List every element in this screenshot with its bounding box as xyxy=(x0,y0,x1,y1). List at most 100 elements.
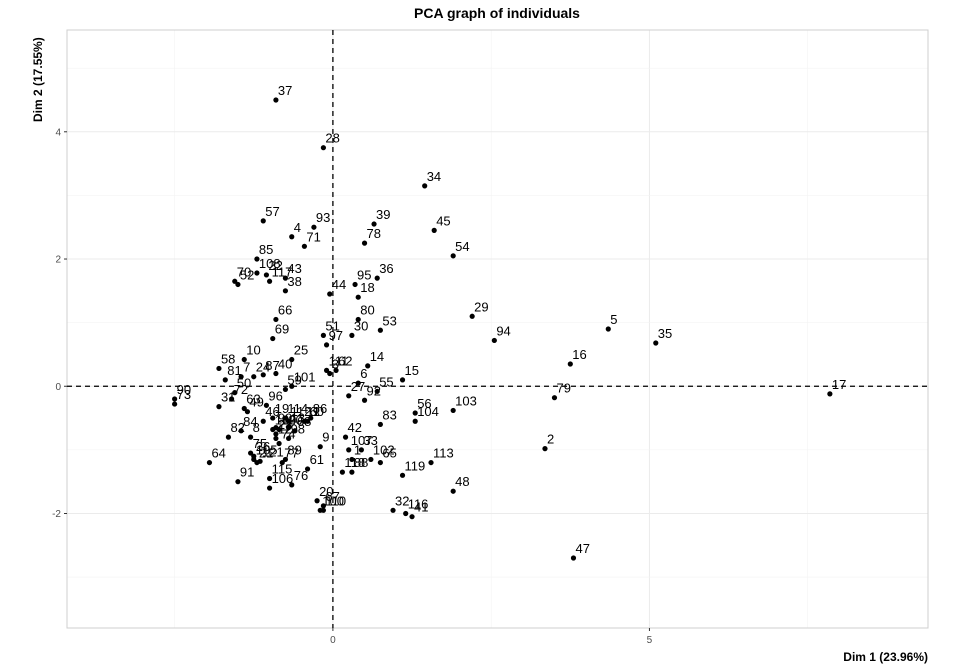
point-label-50: 50 xyxy=(237,376,251,391)
grid-lines xyxy=(67,30,928,628)
data-point-51 xyxy=(320,332,327,338)
data-point-78 xyxy=(361,240,368,246)
point-label-41: 41 xyxy=(414,500,428,515)
point-label-38: 38 xyxy=(287,274,301,289)
point-label-113: 113 xyxy=(433,446,454,461)
point-label-90: 90 xyxy=(177,382,191,397)
data-point-92 xyxy=(361,397,368,403)
data-points xyxy=(172,97,833,561)
data-point-28 xyxy=(320,145,327,151)
point-label-76: 76 xyxy=(294,468,308,483)
data-point-40 xyxy=(273,370,279,377)
data-point-112 xyxy=(285,418,292,424)
point-label-30: 30 xyxy=(354,318,368,333)
point-label-111: 111 xyxy=(329,353,349,368)
y-tick-label: 2 xyxy=(55,255,61,266)
data-point-113 xyxy=(428,459,434,466)
data-point-41 xyxy=(409,514,415,520)
point-label-77: 77 xyxy=(284,446,298,461)
point-label-114: 114 xyxy=(287,401,308,416)
data-point-104 xyxy=(412,418,418,424)
y-tick-label: 4 xyxy=(55,127,61,138)
point-label-27: 27 xyxy=(351,379,365,394)
point-label-46: 46 xyxy=(265,404,279,419)
point-label-118: 118 xyxy=(344,455,365,470)
data-point-34 xyxy=(422,183,428,189)
point-label-85: 85 xyxy=(259,242,273,257)
point-label-60: 60 xyxy=(310,404,324,419)
data-point-61 xyxy=(304,466,311,472)
point-label-59: 59 xyxy=(287,372,301,387)
data-point-77 xyxy=(279,459,285,466)
data-point-86 xyxy=(308,415,314,421)
point-label-57: 57 xyxy=(265,204,279,219)
point-label-18: 18 xyxy=(360,280,374,295)
data-point-63 xyxy=(241,405,247,412)
point-label-34: 34 xyxy=(427,169,441,184)
data-point-120 xyxy=(276,426,282,433)
point-label-44: 44 xyxy=(332,277,346,292)
data-point-75 xyxy=(247,450,254,456)
point-label-4: 4 xyxy=(294,220,301,235)
point-label-72: 72 xyxy=(234,382,248,397)
data-point-110 xyxy=(320,507,327,513)
point-label-115: 115 xyxy=(272,462,293,477)
point-label-92: 92 xyxy=(367,383,381,398)
data-point-72 xyxy=(229,396,235,402)
data-point-45 xyxy=(431,227,437,233)
data-point-12 xyxy=(273,435,279,442)
point-label-8: 8 xyxy=(253,420,260,435)
point-label-67: 67 xyxy=(325,489,339,504)
point-label-94: 94 xyxy=(496,323,510,338)
data-point-53 xyxy=(377,327,383,333)
point-label-100: 100 xyxy=(322,493,344,508)
data-point-102 xyxy=(368,456,374,463)
point-label-31: 31 xyxy=(221,390,235,405)
data-point-73 xyxy=(172,401,178,407)
data-point-65 xyxy=(377,459,383,466)
point-label-61: 61 xyxy=(310,452,324,467)
point-label-26: 26 xyxy=(256,439,270,454)
data-point-98 xyxy=(285,435,292,442)
point-label-22: 22 xyxy=(268,258,282,273)
data-point-67 xyxy=(320,503,327,509)
point-label-105: 105 xyxy=(256,442,278,457)
point-label-84: 84 xyxy=(243,414,257,429)
point-label-43: 43 xyxy=(287,261,301,276)
data-point-84 xyxy=(238,428,244,434)
point-label-53: 53 xyxy=(382,313,396,328)
data-point-96 xyxy=(263,402,270,408)
point-label-64: 64 xyxy=(211,446,225,461)
point-label-81: 81 xyxy=(227,363,241,378)
point-label-25: 25 xyxy=(294,343,308,358)
data-point-8 xyxy=(247,434,254,440)
point-label-71: 71 xyxy=(306,229,320,244)
point-label-19: 19 xyxy=(275,401,289,416)
data-point-14 xyxy=(365,363,371,369)
data-point-49 xyxy=(244,409,251,415)
data-point-42 xyxy=(342,434,349,440)
point-label-87: 87 xyxy=(265,358,279,373)
data-point-32 xyxy=(390,507,396,513)
data-point-109 xyxy=(270,426,276,433)
point-label-32: 32 xyxy=(395,493,409,508)
data-point-23 xyxy=(273,431,279,437)
data-point-43 xyxy=(282,275,289,281)
point-label-63: 63 xyxy=(246,392,260,407)
data-point-68 xyxy=(292,428,298,434)
x-tick-label: 5 xyxy=(647,635,653,646)
point-label-15: 15 xyxy=(405,363,419,378)
point-label-93: 93 xyxy=(316,210,330,225)
y-tick-label: 0 xyxy=(55,382,61,393)
data-point-9 xyxy=(317,444,323,450)
point-label-121: 121 xyxy=(262,444,284,459)
data-point-24 xyxy=(251,374,257,380)
data-point-90 xyxy=(172,396,178,402)
point-label-75: 75 xyxy=(253,436,267,451)
point-label-82: 82 xyxy=(230,420,244,435)
data-point-33 xyxy=(358,447,364,453)
data-point-116 xyxy=(403,510,409,517)
data-point-95 xyxy=(352,281,358,288)
point-label-96: 96 xyxy=(268,388,282,403)
